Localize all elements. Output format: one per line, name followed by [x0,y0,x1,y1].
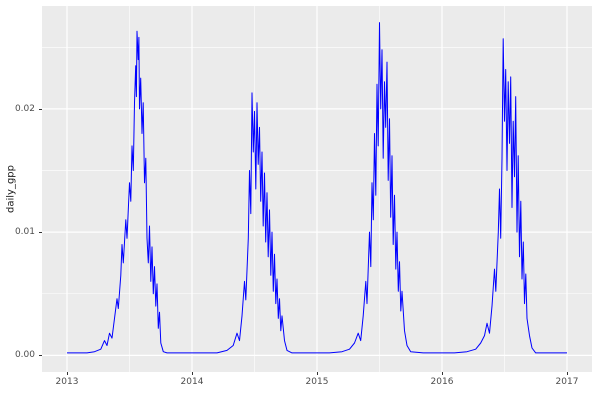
x-tick-label: 2015 [305,377,329,387]
tick-mark [39,232,42,234]
x-tick-label: 2017 [555,377,579,387]
tick-mark [39,108,42,110]
data-line [67,22,567,354]
y-tick-label: 0.02 [14,103,35,114]
x-tick-label: 2013 [55,377,79,387]
plot-canvas [42,6,592,372]
tick-mark [567,372,568,375]
x-tick-label: 2014 [180,377,204,387]
plot-panel [42,6,592,372]
y-tick-label: 0.01 [14,227,35,238]
tick-mark [67,372,68,375]
tick-mark [39,355,42,357]
y-tick-label: 0.00 [14,350,35,361]
x-tick-label: 2016 [430,377,454,387]
y-axis-title: daily_gpp [5,165,17,213]
tick-mark [317,372,318,375]
tick-mark [442,372,443,375]
tick-mark [192,372,193,375]
